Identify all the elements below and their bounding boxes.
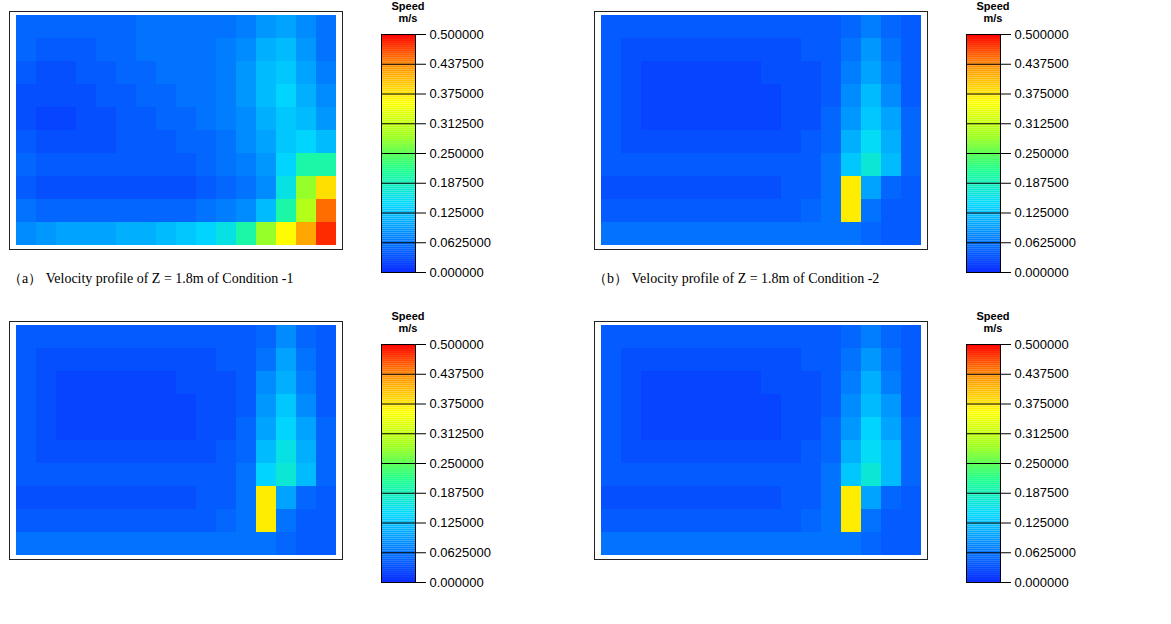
svg-text:0.500000: 0.500000: [430, 27, 484, 42]
svg-text:0.000000: 0.000000: [1015, 265, 1069, 280]
html-text:Speed: Speed: [976, 0, 1010, 12]
html-text:m/s: m/s: [398, 12, 418, 24]
html-text:Speed: Speed: [391, 0, 425, 12]
html-text:m/s: m/s: [983, 12, 1003, 24]
svg-text:0.437500: 0.437500: [1015, 366, 1069, 381]
svg-text:0.375000: 0.375000: [430, 396, 484, 411]
svg-text:0.0625000: 0.0625000: [1015, 235, 1076, 250]
svg-text:0.250000: 0.250000: [1015, 146, 1069, 161]
svg-text:0.500000: 0.500000: [430, 337, 484, 352]
svg-text:0.125000: 0.125000: [1015, 515, 1069, 530]
svg-text:0.375000: 0.375000: [430, 86, 484, 101]
svg-text:0.437500: 0.437500: [430, 56, 484, 71]
svg-text:0.500000: 0.500000: [1015, 27, 1069, 42]
html-text:m/s: m/s: [398, 322, 418, 334]
html-text:m/s: m/s: [983, 322, 1003, 334]
svg-text:0.312500: 0.312500: [1015, 116, 1069, 131]
svg-text:0.375000: 0.375000: [1015, 396, 1069, 411]
svg-text:0.437500: 0.437500: [1015, 56, 1069, 71]
svg-text:0.312500: 0.312500: [430, 116, 484, 131]
svg-text:0.125000: 0.125000: [430, 205, 484, 220]
svg-text:0.0625000: 0.0625000: [1015, 545, 1076, 560]
html-text:（a） Velocity profile of Z = 1.: （a） Velocity profile of Z = 1.8m of Cond…: [8, 271, 294, 286]
svg-text:0.000000: 0.000000: [430, 265, 484, 280]
svg-text:0.500000: 0.500000: [1015, 337, 1069, 352]
svg-text:0.375000: 0.375000: [1015, 86, 1069, 101]
svg-text:0.437500: 0.437500: [430, 366, 484, 381]
svg-text:0.0625000: 0.0625000: [430, 545, 491, 560]
svg-text:0.000000: 0.000000: [1015, 575, 1069, 590]
svg-text:0.0625000: 0.0625000: [430, 235, 491, 250]
svg-text:0.187500: 0.187500: [1015, 485, 1069, 500]
svg-text:0.250000: 0.250000: [1015, 456, 1069, 471]
svg-text:0.000000: 0.000000: [430, 575, 484, 590]
svg-text:0.187500: 0.187500: [430, 175, 484, 190]
svg-text:0.312500: 0.312500: [1015, 426, 1069, 441]
html-text:Speed: Speed: [391, 310, 425, 322]
svg-text:0.250000: 0.250000: [430, 146, 484, 161]
svg-text:0.250000: 0.250000: [430, 456, 484, 471]
svg-text:0.125000: 0.125000: [1015, 205, 1069, 220]
svg-text:0.125000: 0.125000: [430, 515, 484, 530]
svg-text:0.187500: 0.187500: [1015, 175, 1069, 190]
svg-text:0.312500: 0.312500: [430, 426, 484, 441]
svg-text:0.187500: 0.187500: [430, 485, 484, 500]
html-text:Speed: Speed: [976, 310, 1010, 322]
html-text:（b） Velocity profile of Z = 1.: （b） Velocity profile of Z = 1.8m of Cond…: [593, 271, 880, 286]
